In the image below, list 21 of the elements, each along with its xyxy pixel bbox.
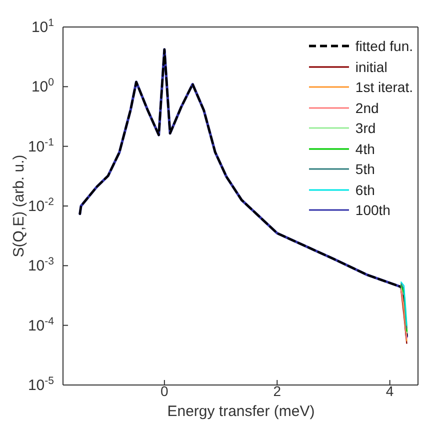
y-tick-label: 10$^{-5}$ [28, 375, 54, 394]
x-axis-title: Energy transfer (meV) [166, 403, 316, 420]
y-tick-label: 10$^{-2}$ [28, 196, 54, 215]
legend-label: 5th [355, 161, 375, 178]
x-tick-label: 4 [386, 383, 394, 399]
y-axis-title: S(Q,E) (arb. u.) [10, 154, 28, 257]
legend-label: 4th [355, 140, 375, 157]
y-tick-label: 10$^{-4}$ [28, 315, 54, 334]
y-tick-label: 10$^{0}$ [31, 76, 54, 96]
x-tick-label: 2 [273, 383, 282, 399]
legend-label: 6th [355, 182, 375, 198]
legend-label: initial [355, 58, 388, 75]
legend-label: 1st iterat. [355, 79, 413, 96]
legend-label: fitted fun. [355, 38, 413, 54]
y-tick-label: 10$^{1}$ [31, 17, 54, 36]
y-tick-label: 10$^{-3}$ [28, 256, 54, 275]
x-tick-label: 0 [160, 383, 169, 399]
legend-label: 2nd [355, 100, 379, 116]
legend-label: 3rd [355, 120, 376, 136]
y-tick-label: 10$^{-1}$ [28, 136, 54, 156]
legend-label: 100th [355, 202, 390, 218]
